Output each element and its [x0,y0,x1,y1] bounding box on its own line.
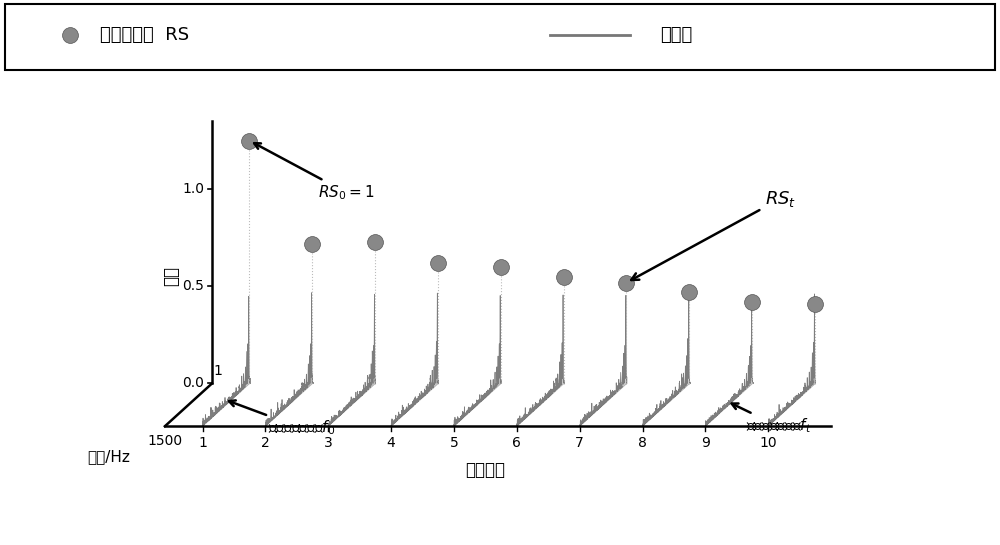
Polygon shape [265,293,313,426]
Point [430,259,446,268]
Text: 5: 5 [450,436,458,450]
Text: 1: 1 [213,364,222,378]
Text: 0.5: 0.5 [183,279,204,293]
Text: 0.0: 0.0 [183,377,204,390]
Text: 当前谱特征序列$f_t$: 当前谱特征序列$f_t$ [732,403,811,435]
Text: 1.0: 1.0 [182,182,204,196]
Text: 8: 8 [638,436,647,450]
Text: 10: 10 [759,436,777,450]
Polygon shape [328,294,375,426]
Text: 初始谱特征序列$f_0$: 初始谱特征序列$f_0$ [229,401,335,438]
FancyBboxPatch shape [5,4,995,70]
Point [367,238,383,246]
Text: 4: 4 [387,436,396,450]
Point [556,272,572,281]
Text: 3: 3 [324,436,333,450]
Point [744,298,760,306]
Text: $RS_t$: $RS_t$ [631,189,796,280]
Polygon shape [391,293,438,426]
Polygon shape [203,296,250,426]
Point [493,263,509,271]
Text: 谱序列: 谱序列 [660,26,692,44]
Point [304,239,320,248]
Text: 9: 9 [701,436,710,450]
Text: $RS_0=1$: $RS_0=1$ [254,143,375,202]
Text: 1500: 1500 [147,434,182,448]
Point [241,136,257,145]
Polygon shape [517,295,564,426]
Text: 6: 6 [512,436,521,450]
Point [618,278,634,287]
Text: 频率/Hz: 频率/Hz [87,450,130,465]
Point [681,288,697,296]
Text: 采样序列: 采样序列 [465,461,505,479]
Polygon shape [580,295,627,426]
Text: 2: 2 [261,436,270,450]
Polygon shape [768,294,815,426]
Polygon shape [454,295,501,426]
Polygon shape [705,296,753,426]
Polygon shape [643,288,690,426]
Text: 1: 1 [198,436,207,450]
Text: 7: 7 [575,436,584,450]
Text: 幅值: 幅值 [162,267,180,286]
Text: 相似性特征  RS: 相似性特征 RS [100,26,189,44]
Point [807,300,823,308]
